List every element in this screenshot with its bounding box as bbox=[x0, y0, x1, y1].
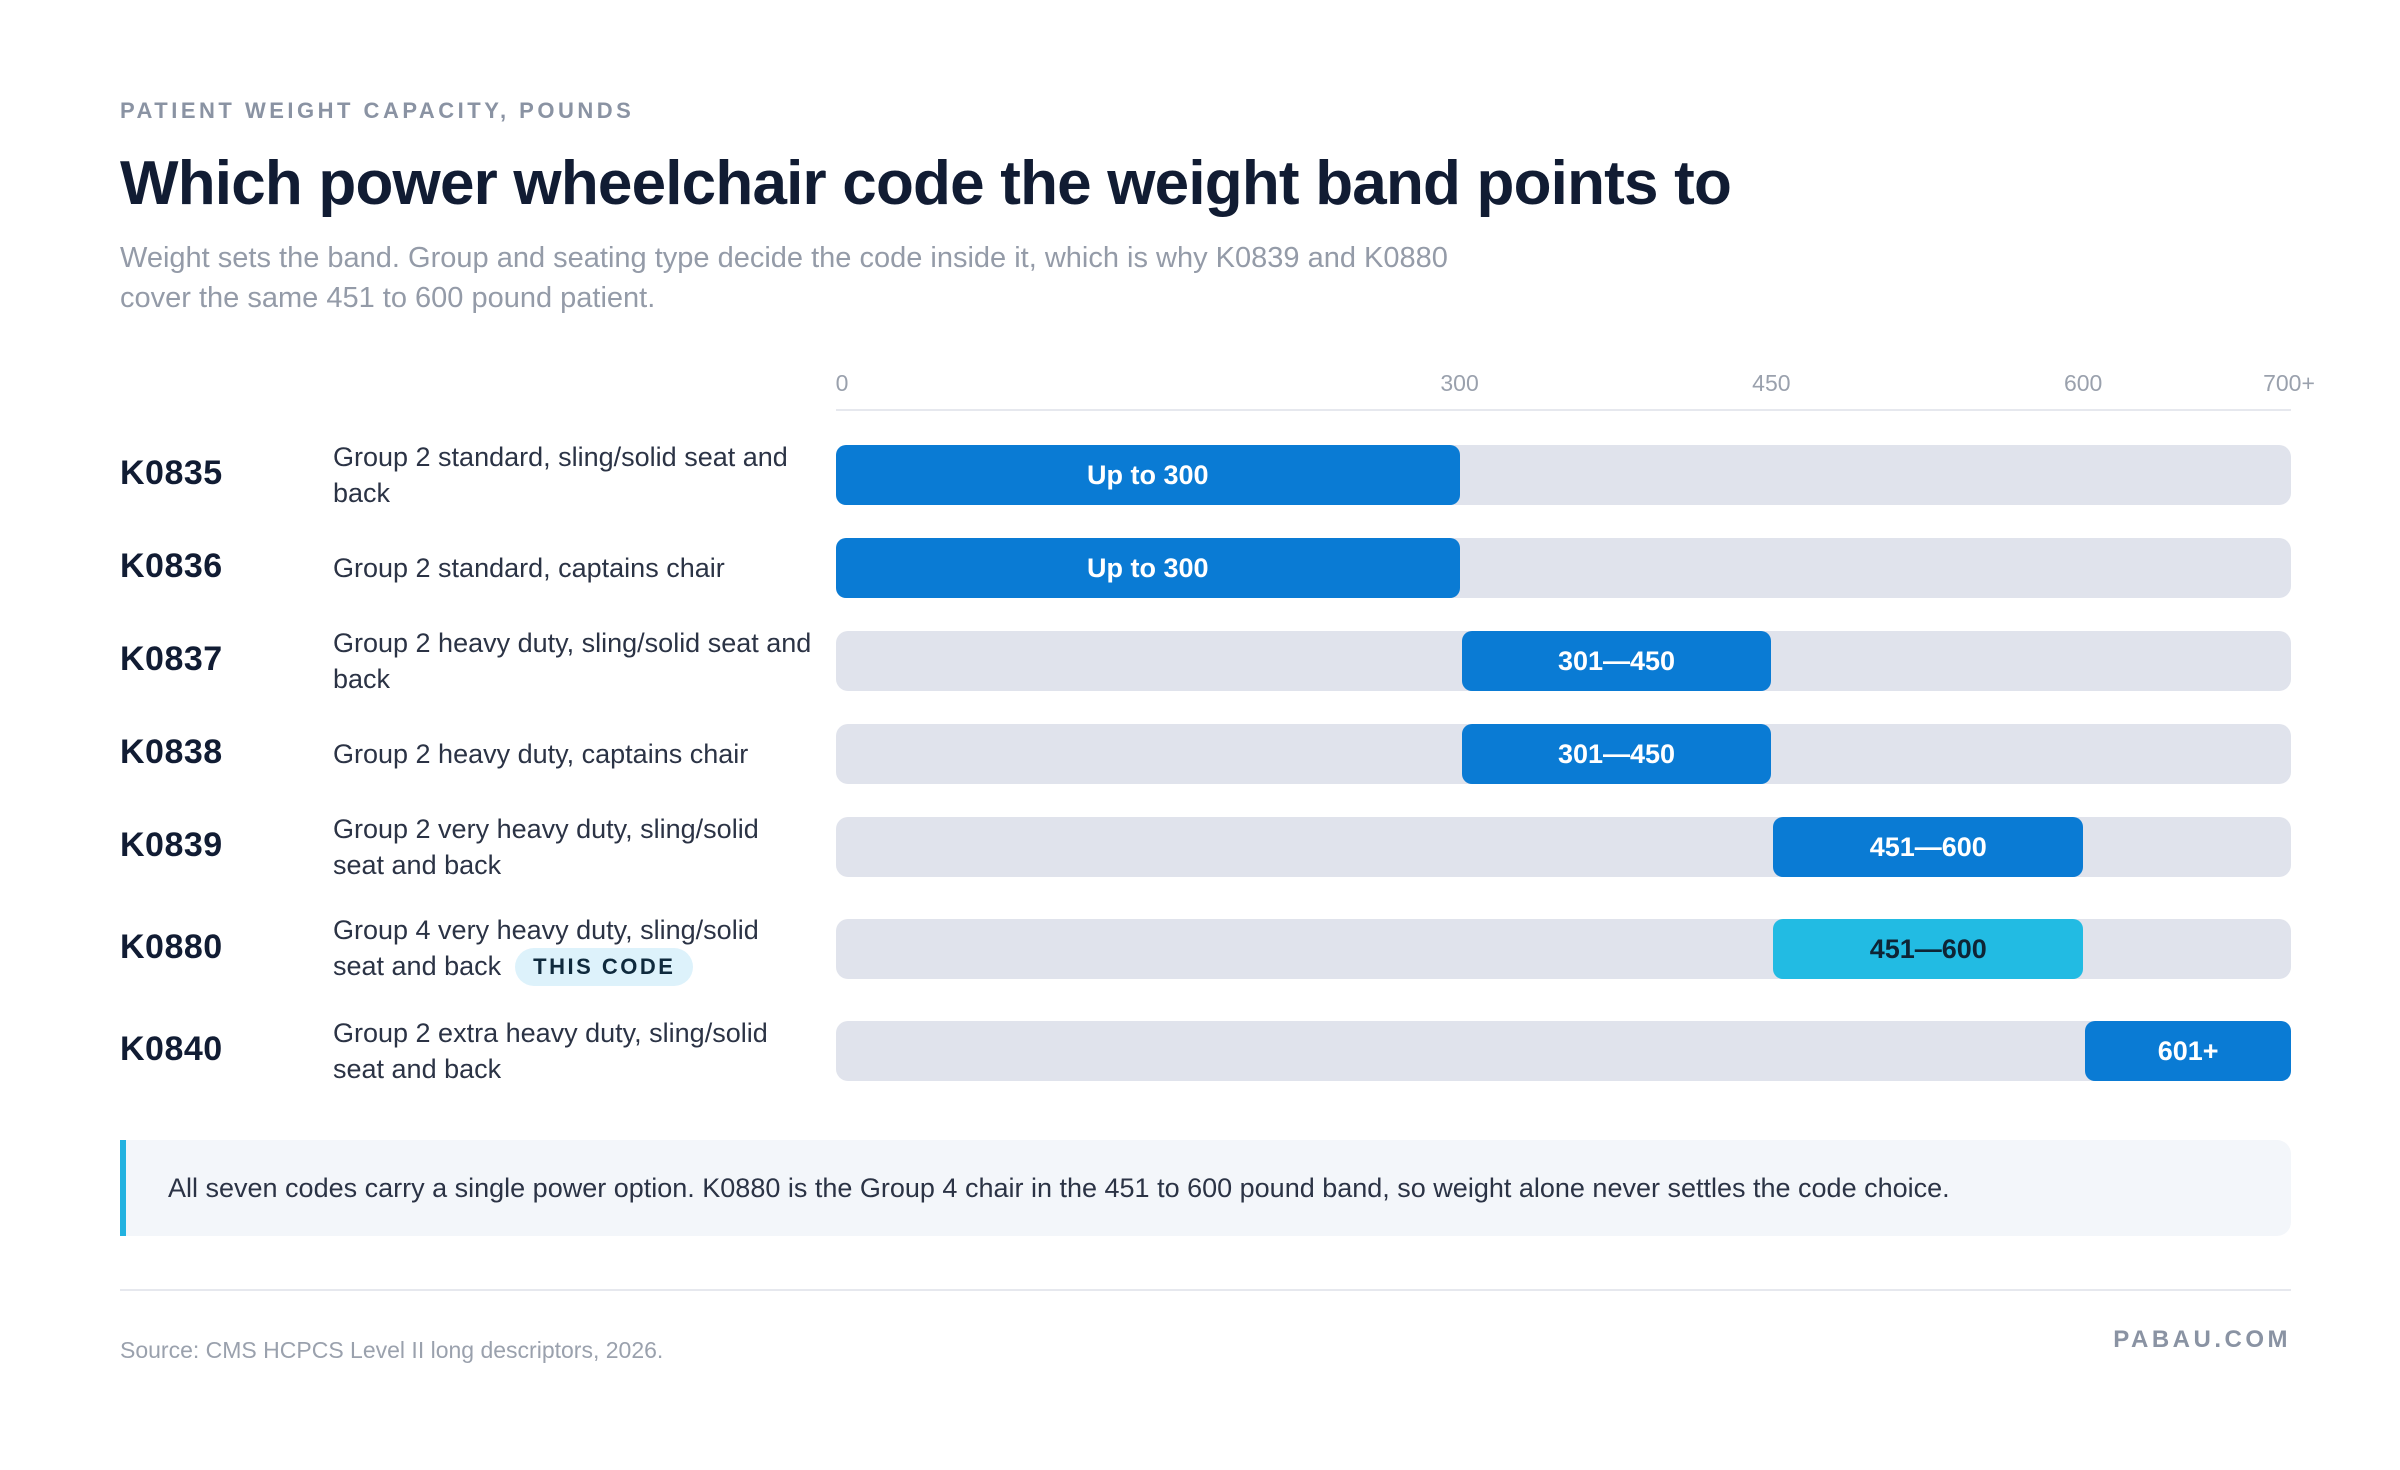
row-description: Group 2 standard, sling/solid seat and b… bbox=[333, 439, 813, 511]
footer-divider bbox=[120, 1289, 2291, 1291]
row-description: Group 2 heavy duty, captains chair bbox=[333, 736, 813, 772]
x-tick-label: 450 bbox=[1752, 370, 1791, 396]
bar-track: 301—450 bbox=[836, 631, 2291, 691]
x-tick-label: 0 bbox=[835, 370, 849, 396]
row-description-text: Group 2 heavy duty, captains chair bbox=[333, 739, 749, 769]
row-description-text: Group 2 standard, sling/solid seat and b… bbox=[333, 442, 788, 508]
bar-track: 301—450 bbox=[836, 724, 2291, 784]
eyebrow-label: PATIENT WEIGHT CAPACITY, POUNDS bbox=[120, 98, 635, 123]
range-bar: 301—450 bbox=[1461, 724, 1772, 784]
bar-label: Up to 300 bbox=[1087, 552, 1209, 583]
callout-note: All seven codes carry a single power opt… bbox=[120, 1140, 2291, 1236]
chart-subtitle: Weight sets the band. Group and seating … bbox=[120, 242, 1448, 314]
row-code: K0835 bbox=[120, 454, 223, 492]
brand-label: PABAU.COM bbox=[2113, 1326, 2291, 1353]
row-code: K0839 bbox=[120, 826, 223, 864]
range-bar: 301—450 bbox=[1461, 631, 1772, 691]
bar-label: Up to 300 bbox=[1087, 459, 1209, 490]
row-description: Group 2 heavy duty, sling/solid seat and… bbox=[333, 625, 813, 697]
bar-track: 451—600 bbox=[836, 817, 2291, 877]
row-description: Group 2 very heavy duty, sling/solid sea… bbox=[333, 811, 813, 883]
x-tick-label: 600 bbox=[2063, 370, 2103, 396]
row-description: Group 2 extra heavy duty, sling/solid se… bbox=[333, 1015, 813, 1087]
chart-title: Which power wheelchair code the weight b… bbox=[120, 149, 1732, 218]
range-bar: 601+ bbox=[2085, 1021, 2291, 1081]
x-tick-label: 300 bbox=[1440, 370, 1479, 396]
this-code-badge: THIS CODE bbox=[515, 948, 694, 987]
row-code: K0837 bbox=[120, 640, 223, 678]
bar-label: 601+ bbox=[2157, 1035, 2219, 1066]
callout-note-text: All seven codes carry a single power opt… bbox=[168, 1173, 1950, 1203]
bar-label: 451—600 bbox=[1869, 831, 1987, 862]
row-description-text: Group 2 standard, captains chair bbox=[333, 553, 725, 583]
bar-track: Up to 300 bbox=[836, 445, 2291, 505]
range-bar: Up to 300 bbox=[836, 445, 1460, 505]
highlighted-range-bar: 451—600 bbox=[1773, 919, 2084, 979]
row-description: Group 4 very heavy duty, sling/solid sea… bbox=[333, 912, 803, 987]
row-description-text: Group 2 extra heavy duty, sling/solid se… bbox=[333, 1018, 768, 1084]
row-description-text: Group 4 very heavy duty, sling/solid sea… bbox=[333, 914, 759, 981]
row-description: Group 2 standard, captains chair bbox=[333, 550, 813, 586]
row-description-text: Group 2 heavy duty, sling/solid seat and… bbox=[333, 628, 812, 694]
row-code: K0840 bbox=[120, 1030, 223, 1068]
bar-track: 451—600 bbox=[836, 919, 2291, 979]
bar-label: 301—450 bbox=[1557, 645, 1676, 676]
row-code: K0838 bbox=[120, 733, 223, 771]
x-axis-line bbox=[836, 409, 2291, 411]
source-text: Source: CMS HCPCS Level II long descript… bbox=[120, 1337, 664, 1363]
row-description-text: Group 2 very heavy duty, sling/solid sea… bbox=[333, 814, 759, 880]
range-bar: Up to 300 bbox=[836, 538, 1460, 598]
bar-label: 301—450 bbox=[1557, 738, 1676, 769]
row-code: K0836 bbox=[120, 547, 223, 585]
bar-label: 451—600 bbox=[1869, 933, 1987, 964]
bar-track: Up to 300 bbox=[836, 538, 2291, 598]
range-bar: 451—600 bbox=[1773, 817, 2084, 877]
bar-track: 601+ bbox=[836, 1021, 2291, 1081]
x-tick-label: 700+ bbox=[2263, 370, 2315, 396]
row-code: K0880 bbox=[120, 928, 223, 966]
